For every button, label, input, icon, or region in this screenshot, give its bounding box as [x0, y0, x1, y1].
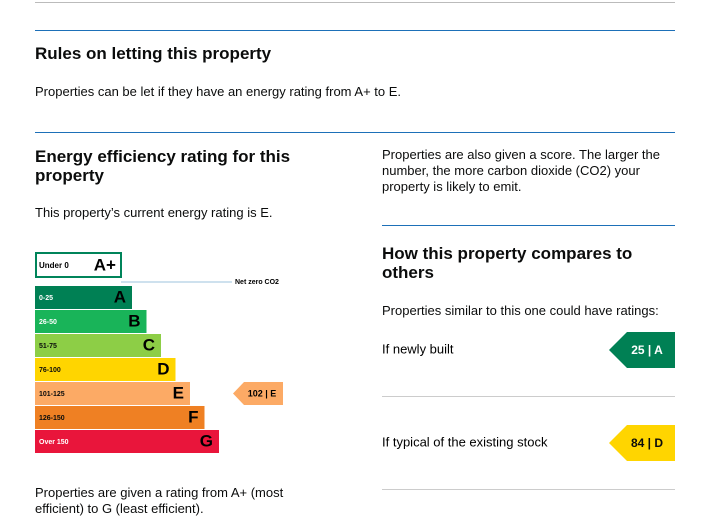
current-rating-arrow [233, 382, 283, 405]
band-range: Under 0 [39, 261, 69, 270]
paragraph: This property’s current energy rating is… [35, 205, 273, 220]
band-range: 76-100 [39, 367, 61, 374]
rating-band [35, 406, 205, 429]
section-heading: Rules on letting this property [35, 44, 272, 63]
comparison-arrow [609, 425, 675, 461]
band-range: 101-125 [39, 391, 65, 398]
divider [35, 132, 675, 133]
section-heading: How this property compares to others [382, 244, 633, 282]
paragraph: Properties similar to this one could hav… [382, 303, 659, 318]
comparison-arrow [609, 332, 675, 368]
rating-band [35, 382, 190, 405]
current-rating-label: 102 | E [248, 388, 277, 398]
band-range: Over 150 [39, 439, 69, 446]
rating-band [35, 334, 161, 357]
divider [382, 225, 675, 226]
band-range: 26-50 [39, 319, 57, 326]
band-letter: D [157, 359, 169, 378]
paragraph: Properties can be let if they have an en… [35, 84, 402, 99]
comparison-rating: 25 | A [631, 343, 663, 357]
band-letter: F [188, 407, 198, 426]
rating-band [35, 430, 219, 453]
divider [35, 2, 675, 3]
rating-band [35, 252, 122, 278]
net-zero-label: Net zero CO2 [235, 279, 279, 286]
band-letter: G [200, 431, 213, 450]
band-range: 51-75 [39, 343, 57, 350]
divider [382, 489, 675, 490]
comparison-label: If newly built [382, 341, 454, 356]
rating-band [35, 310, 147, 333]
comparison-label: If typical of the existing stock [382, 434, 548, 449]
paragraph: Properties are also given a score. The l… [382, 147, 660, 194]
paragraph: Properties are given a rating from A+ (m… [35, 485, 284, 516]
comparison-rating: 84 | D [631, 436, 663, 450]
band-letter: B [128, 311, 140, 330]
band-letter: A [114, 287, 126, 306]
rating-band [35, 286, 132, 309]
band-range: 126-150 [39, 415, 65, 422]
section-heading: Energy efficiency rating for this proper… [35, 147, 291, 185]
band-letter: E [173, 383, 184, 402]
rating-band [35, 358, 176, 381]
band-letter: C [143, 335, 155, 354]
divider [35, 30, 675, 31]
band-range: 0-25 [39, 295, 53, 302]
band-letter: A+ [94, 255, 116, 274]
divider [382, 396, 675, 397]
